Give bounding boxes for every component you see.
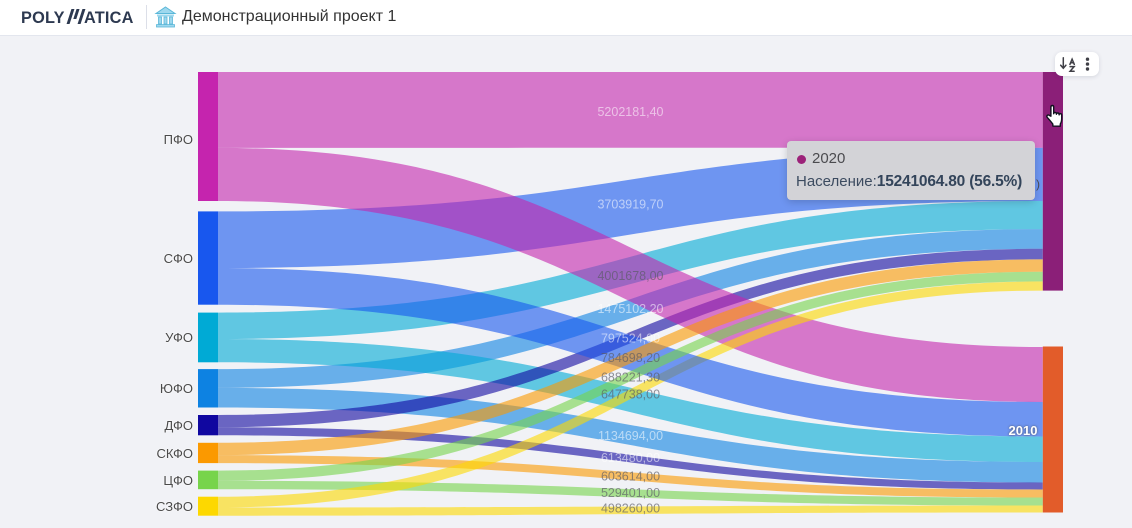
svg-text:2010: 2010	[1009, 423, 1038, 438]
svg-text:613480,00: 613480,00	[601, 451, 660, 465]
svg-text:СФО: СФО	[164, 251, 193, 266]
svg-text:): )	[1036, 177, 1040, 191]
svg-text:СКФО: СКФО	[156, 446, 193, 461]
svg-text:ЦФО: ЦФО	[163, 473, 193, 488]
svg-text:797524,00: 797524,00	[601, 332, 660, 346]
svg-text:3703919,70: 3703919,70	[597, 198, 663, 212]
svg-text:УФО: УФО	[165, 330, 193, 345]
svg-text:1134694,00: 1134694,00	[598, 429, 663, 443]
svg-text:603614,00: 603614,00	[601, 470, 660, 484]
svg-text:4001678,00: 4001678,00	[597, 269, 663, 283]
svg-text:688221,30: 688221,30	[601, 371, 660, 385]
svg-text:1475102,20: 1475102,20	[597, 302, 663, 316]
svg-text:647738,00: 647738,00	[601, 388, 660, 402]
svg-text:5202181,40: 5202181,40	[597, 105, 663, 119]
svg-text:ЮФО: ЮФО	[160, 381, 193, 396]
svg-text:ПФО: ПФО	[164, 132, 193, 147]
svg-text:ДФО: ДФО	[164, 418, 193, 433]
svg-text:СЗФО: СЗФО	[156, 499, 193, 514]
svg-text:529401,00: 529401,00	[601, 486, 660, 500]
svg-text:784698,20: 784698,20	[601, 351, 660, 365]
svg-text:498260,00: 498260,00	[601, 502, 660, 516]
